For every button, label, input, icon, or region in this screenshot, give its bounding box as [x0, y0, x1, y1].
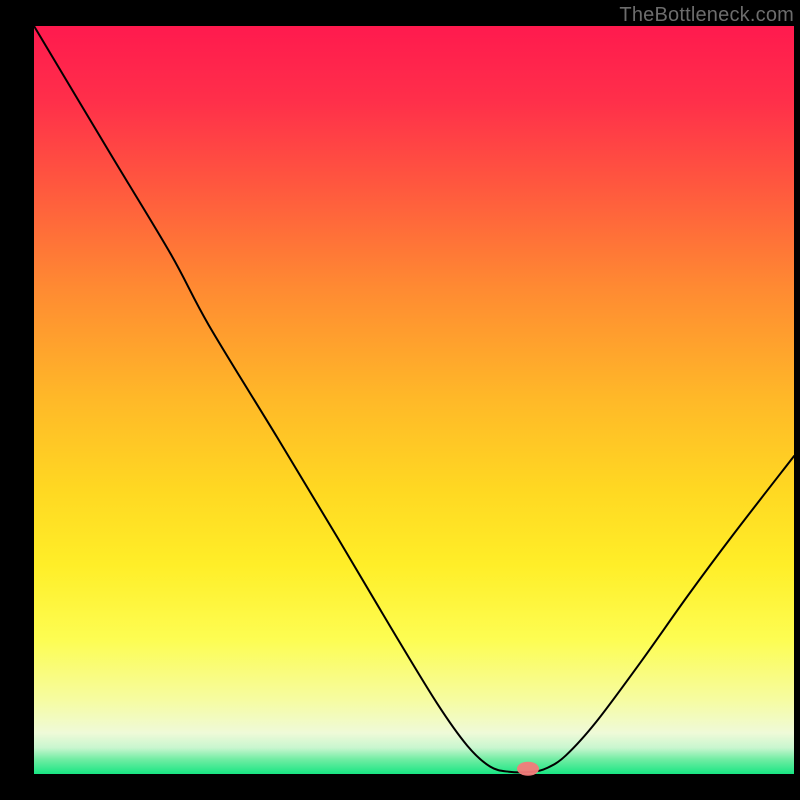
chart-canvas — [0, 0, 800, 800]
watermark-text: TheBottleneck.com — [619, 4, 794, 27]
optimal-marker — [517, 762, 539, 776]
chart-plot-bg — [34, 26, 794, 774]
bottleneck-chart: TheBottleneck.com — [0, 0, 800, 800]
